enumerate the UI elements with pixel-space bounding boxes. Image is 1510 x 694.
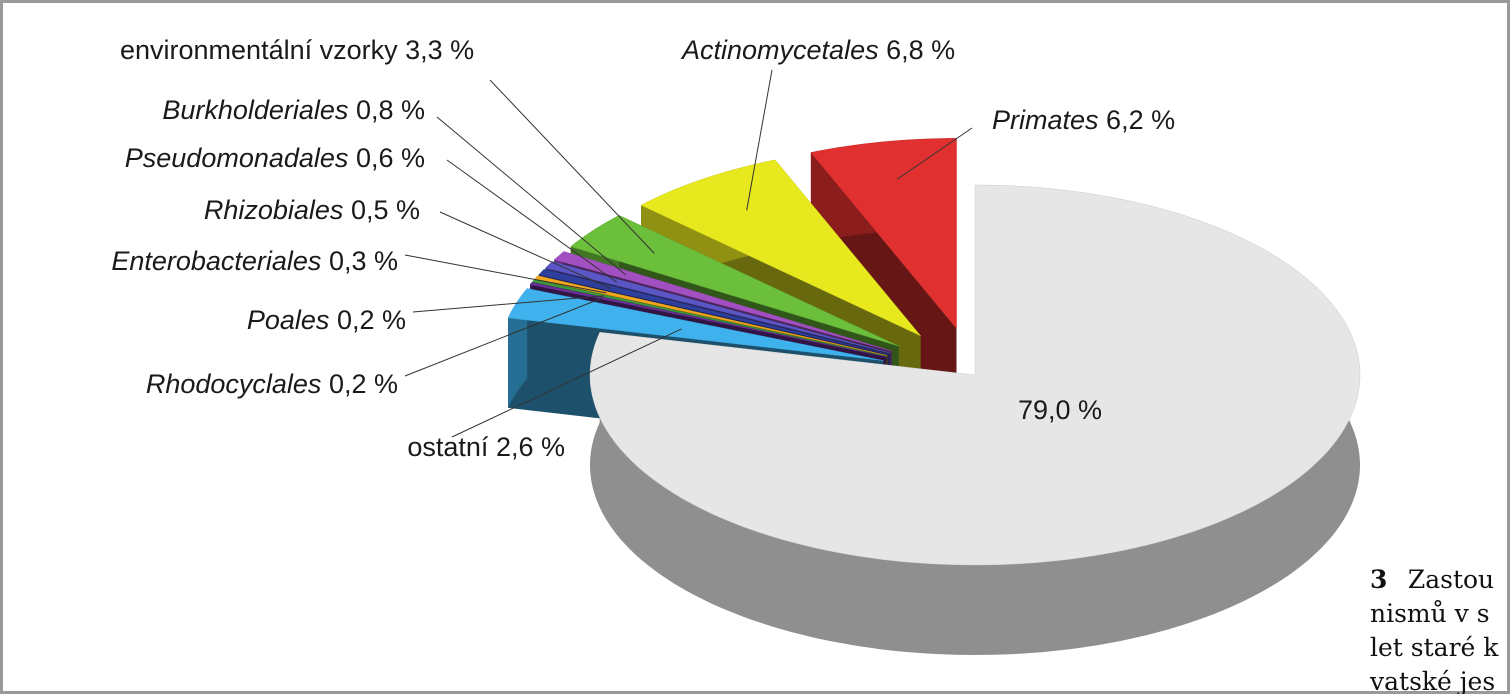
slice-label: Rhodocyclales 0,2 %: [146, 369, 398, 399]
leader-line: [489, 79, 655, 254]
leader-line: [451, 328, 682, 438]
slice: [531, 279, 887, 357]
leader-line: [896, 127, 973, 180]
slice-label: Pseudomonadales 0,6 %: [125, 143, 425, 173]
category-name: Actinomycetales: [680, 35, 879, 65]
category-name: ostatní: [407, 432, 489, 462]
caption-number: 3: [1370, 565, 1387, 594]
slice-label: ostatní 2,6 %: [407, 432, 565, 462]
caption-line: let staré k: [1370, 633, 1499, 662]
caption-line: vatské jes: [1369, 667, 1495, 694]
value-label: 3,3 %: [405, 35, 474, 65]
slice: [810, 138, 957, 330]
category-name: Rhizobiales: [204, 195, 344, 225]
category-name: Burkholderiales: [162, 95, 348, 125]
slice: [640, 159, 921, 337]
slice: [589, 184, 1361, 566]
leader-line: [446, 159, 618, 283]
caption-line: nismů v s: [1370, 599, 1490, 628]
slice-label: environmentální vzorky 3,3 %: [120, 35, 474, 65]
value-label: 0,5 %: [351, 195, 420, 225]
caption: 3 Zastou nismů v s let staré k vatské jes: [1369, 565, 1499, 694]
pie: [507, 138, 1361, 655]
value-label: 2,6 %: [496, 432, 565, 462]
value-label: 0,2 %: [337, 305, 406, 335]
value-label: 6,2 %: [1106, 105, 1175, 135]
category-name: Enterobacteriales: [111, 246, 321, 276]
value-label: 0,8 %: [356, 95, 425, 125]
slice-label: Primates 6,2 %: [992, 105, 1175, 135]
category-name: Rhodocyclales: [146, 369, 322, 399]
slice: [545, 261, 890, 354]
value-label: 79,0 %: [1018, 395, 1102, 425]
slice: [570, 215, 899, 347]
leader-line: [412, 295, 604, 313]
labels: 79,0 %ostatní 2,6 %Rhodocyclales 0,2 %Po…: [111, 35, 1175, 462]
slice: [529, 282, 887, 357]
value-label: 0,2 %: [329, 369, 398, 399]
caption-text: let staré k: [1370, 633, 1499, 662]
slice-label: Rhizobiales 0,5 %: [204, 195, 420, 225]
slice-label: Poales 0,2 %: [247, 305, 406, 335]
value-label: 0,6 %: [356, 143, 425, 173]
leader-line: [404, 297, 603, 377]
category-name: Primates: [992, 105, 1099, 135]
slice-label: Actinomycetales 6,8 %: [680, 35, 955, 65]
slice: [538, 269, 889, 355]
slice: [553, 251, 892, 352]
category-name: environmentální vzorky: [120, 35, 398, 65]
caption-line: 3 Zastou: [1370, 565, 1494, 594]
caption-text: nismů v s: [1370, 599, 1490, 628]
slice: [534, 275, 888, 356]
slice-label: Burkholderiales 0,8 %: [162, 95, 425, 125]
slice-label: Enterobacteriales 0,3 %: [111, 246, 398, 276]
value-label: 6,8 %: [886, 35, 955, 65]
leader-line: [746, 69, 773, 211]
value-label: 0,3 %: [329, 246, 398, 276]
category-name: Poales: [247, 305, 330, 335]
caption-text: Zastou: [1408, 565, 1494, 594]
leader-line: [436, 116, 626, 276]
leader-line: [404, 254, 607, 294]
caption-text: vatské jes: [1369, 667, 1495, 694]
leader-line: [439, 211, 611, 289]
slice-label: 79,0 %: [1018, 395, 1102, 425]
category-name: Pseudomonadales: [125, 143, 349, 173]
